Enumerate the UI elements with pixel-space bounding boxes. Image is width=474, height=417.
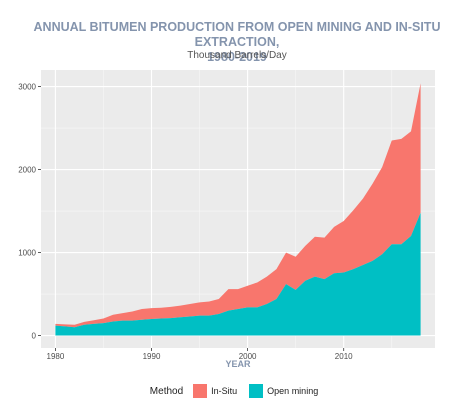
chart-title-line1: ANNUAL BITUMEN PRODUCTION FROM OPEN MINI… [33, 20, 441, 49]
y-tick-label: 0 [32, 332, 37, 341]
chart-title: ANNUAL BITUMEN PRODUCTION FROM OPEN MINI… [0, 20, 474, 65]
x-tick-label: 2010 [335, 352, 353, 361]
legend-key-open-mining [249, 384, 264, 398]
legend-title: Method [149, 385, 184, 397]
y-tick-label: 2000 [18, 166, 36, 175]
chart-subtitle: Thousand Barrels/Day [187, 50, 287, 61]
area-open-mining [55, 212, 421, 336]
y-tick-label: 1000 [18, 249, 36, 258]
area-in-situ [55, 83, 421, 328]
legend-label-in-situ: In-Situ [211, 386, 238, 396]
legend-item-open-mining: Open mining [249, 384, 318, 398]
x-tick-label: 1980 [47, 352, 65, 361]
x-axis-title: YEAR [225, 359, 251, 369]
axes: 1980 1990 2000 2010 0 1000 2000 3000 [18, 83, 353, 361]
chart-title-line2: 1980-2019 [207, 50, 267, 64]
legend: Method In-Situ Open mining [0, 384, 474, 398]
legend-label-open-mining: Open mining [267, 386, 319, 396]
x-tick-label: 2000 [239, 352, 257, 361]
y-tick-label: 3000 [18, 83, 36, 92]
areas [55, 83, 421, 336]
x-tick-label: 1990 [143, 352, 161, 361]
legend-item-in-situ: In-Situ [193, 384, 237, 398]
legend-key-in-situ [193, 384, 208, 398]
